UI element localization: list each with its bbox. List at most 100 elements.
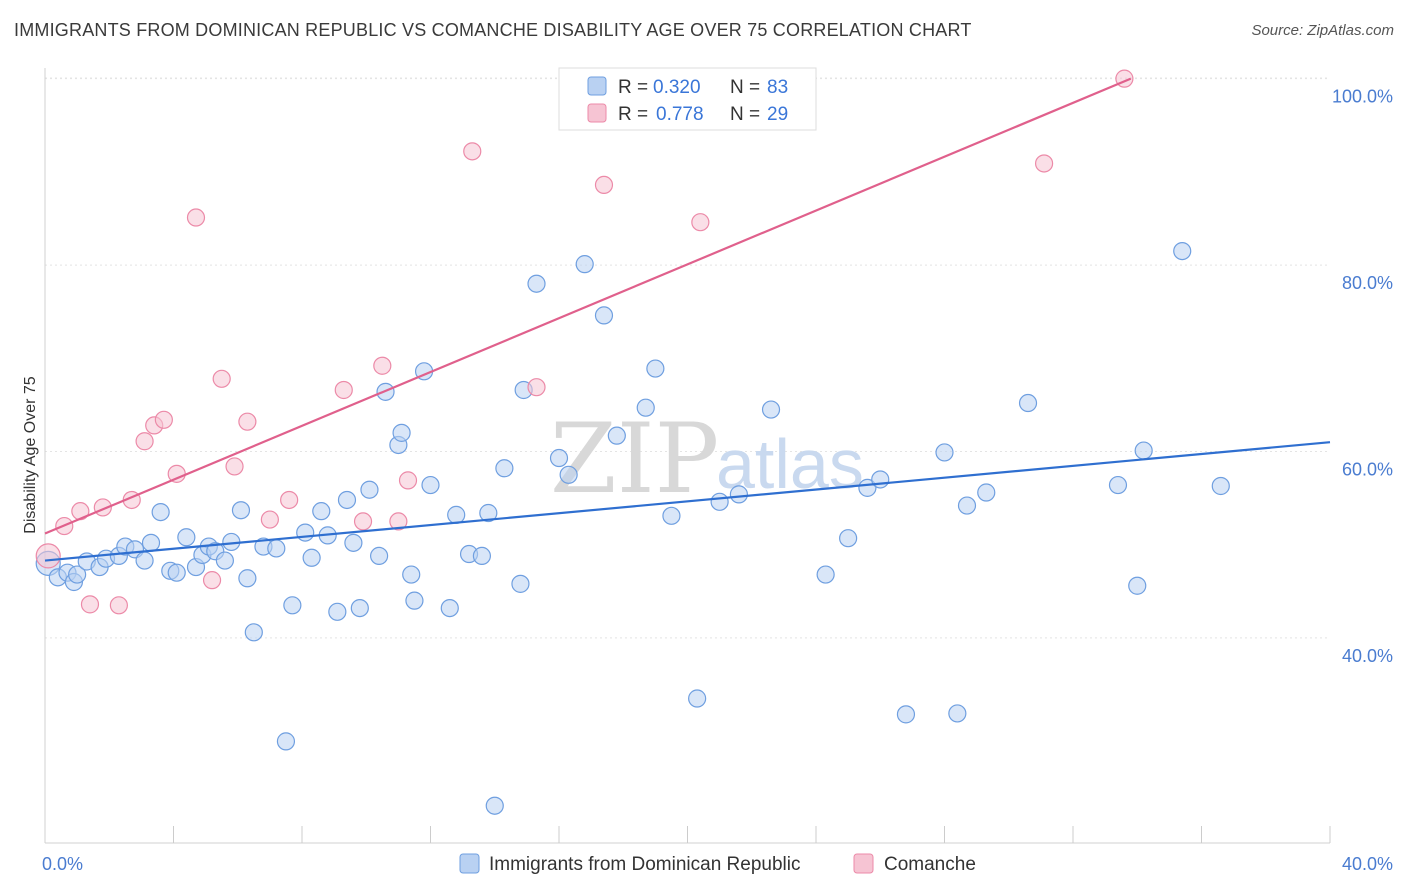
trend-lines	[44, 77, 1331, 562]
legend-n-label-1: N =	[730, 77, 760, 98]
dominican-point	[575, 255, 594, 274]
comanche-trend-line	[44, 77, 1132, 535]
dominican-point	[344, 533, 363, 552]
dominican-point	[447, 505, 466, 524]
dominican-point	[244, 623, 263, 642]
comanche-point	[109, 596, 128, 615]
dominican-point	[479, 503, 498, 523]
y-tick-label: 40.0%	[1342, 646, 1393, 666]
dominican-point	[839, 529, 858, 548]
chart-title: IMMIGRANTS FROM DOMINICAN REPUBLIC VS CO…	[14, 20, 972, 40]
dominican-point	[370, 546, 389, 566]
comanche-point	[154, 410, 173, 429]
dominican-point	[440, 598, 459, 618]
dominican-point	[350, 598, 369, 618]
legend-swatch-dominican	[587, 76, 607, 96]
dominican-point	[276, 732, 296, 751]
dominican-point	[141, 533, 161, 552]
comanche-point	[527, 378, 546, 397]
comanche-point	[35, 543, 61, 569]
legend-n-value-1: 83	[767, 77, 788, 98]
dominican-point	[215, 551, 234, 570]
watermark-zip: ZIP	[550, 403, 719, 515]
bottom-legend-swatch-comanche	[853, 853, 874, 874]
axes	[44, 68, 1331, 844]
dominican-point	[896, 705, 916, 724]
dominican-point	[594, 306, 614, 325]
legend-r-value-1: 0.320	[653, 77, 701, 98]
comanche-point	[463, 142, 482, 161]
dominican-point	[402, 565, 421, 584]
comanche-point	[212, 369, 231, 388]
dominican-point	[392, 423, 411, 442]
dominican-trend-line	[44, 441, 1331, 562]
dominican-point	[511, 574, 530, 593]
comanche-point	[225, 457, 244, 476]
dominican-point	[948, 704, 967, 723]
dominican-point	[167, 563, 186, 582]
dominican-point	[421, 475, 440, 495]
dominican-point	[729, 485, 749, 504]
comanche-point	[398, 471, 418, 490]
dominican-point	[559, 465, 578, 484]
y-tick-labels: 40.0% 60.0% 80.0% 100.0%	[1332, 87, 1393, 666]
grid-lines	[45, 77, 1330, 639]
dominican-point	[688, 689, 707, 708]
x-tick-label: 0.0%	[42, 854, 83, 874]
legend-n-value-2: 29	[767, 104, 788, 125]
y-tick-label: 60.0%	[1342, 460, 1393, 480]
comanche-point	[594, 175, 614, 195]
dominican-point	[761, 400, 781, 419]
legend-swatch-comanche	[587, 103, 607, 123]
dominican-point	[283, 596, 302, 615]
dominican-point	[1018, 393, 1038, 413]
dominican-point	[231, 501, 251, 520]
top-legend: R = 0.320 N = 83 R = 0.778 N = 29	[558, 67, 817, 131]
dominican-point	[238, 569, 257, 588]
x-tick-labels: 0.0% 40.0%	[42, 854, 1393, 874]
bottom-legend-label-comanche: Comanche	[884, 854, 976, 875]
dominican-point	[662, 506, 681, 525]
dominican-point	[871, 470, 890, 489]
dominican-point	[607, 426, 626, 445]
dominican-point	[495, 459, 514, 478]
dominican-point	[1211, 476, 1230, 496]
comanche-point	[280, 490, 299, 510]
bottom-legend: Immigrants from Dominican Republic Coman…	[459, 853, 976, 875]
legend-n-label-2: N =	[730, 104, 760, 125]
comanche-point	[389, 512, 408, 531]
dominican-point	[267, 539, 286, 558]
dominican-point	[1128, 576, 1147, 595]
dominican-point	[312, 502, 331, 521]
dominican-point	[977, 483, 996, 502]
watermark: ZIP atlas	[550, 403, 864, 515]
dominican-point	[337, 490, 357, 510]
bottom-legend-swatch-dominican	[459, 853, 480, 874]
dominican-point	[296, 523, 315, 542]
comanche-point	[260, 510, 279, 529]
comanche-point	[238, 412, 257, 431]
legend-r-label-1: R =	[618, 77, 648, 98]
dominican-point	[1108, 475, 1128, 495]
comanche-point	[1034, 154, 1054, 173]
comanche-point	[373, 356, 392, 375]
dominican-point	[151, 502, 170, 522]
dominican-point	[1173, 241, 1192, 261]
dominican-point	[935, 443, 954, 462]
comanche-point	[353, 512, 373, 531]
comanche-point	[691, 213, 710, 232]
comanche-point	[334, 380, 353, 400]
dominican-point	[472, 546, 491, 566]
comanche-point	[186, 208, 206, 227]
dominican-point	[1134, 441, 1153, 460]
dominican-point	[485, 796, 504, 815]
bottom-legend-label-dominican: Immigrants from Dominican Republic	[489, 854, 801, 875]
y-tick-label: 80.0%	[1342, 273, 1393, 293]
dominican-point	[816, 565, 835, 584]
dominican-point	[636, 398, 655, 417]
dominican-point	[302, 548, 321, 567]
dominican-point	[527, 274, 546, 293]
dominican-point	[957, 496, 977, 515]
dominican-point	[135, 551, 154, 570]
